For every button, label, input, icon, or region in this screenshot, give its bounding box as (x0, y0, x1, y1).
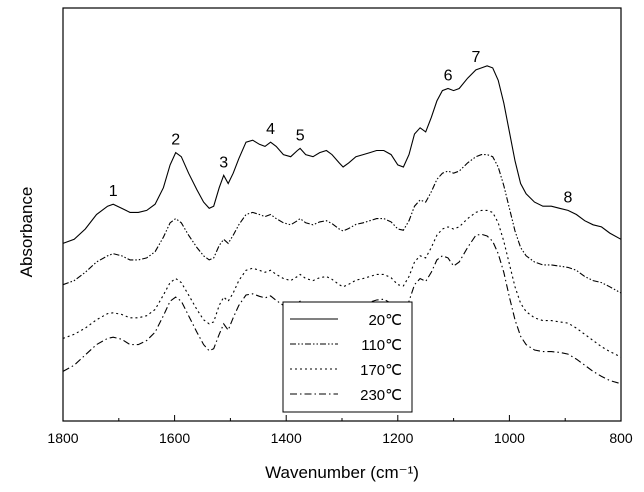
series-line-20 (62, 65, 622, 244)
x-tick-label: 1200 (382, 430, 413, 446)
x-tick-label: 800 (609, 430, 633, 446)
legend-label-230: 230℃ (360, 387, 402, 404)
series-layer (62, 65, 622, 385)
peak-label-1: 1 (109, 183, 118, 200)
peak-label-5: 5 (296, 127, 305, 144)
peak-label-7: 7 (471, 49, 480, 66)
series-line-110 (62, 154, 622, 294)
legend-items: 20℃ 110℃ 170℃ 230℃ (290, 312, 402, 404)
x-tick-label: 1600 (159, 430, 190, 446)
x-axis-ticks: 1800 1600 1400 1200 1000 800 (47, 415, 633, 446)
peak-label-2: 2 (171, 132, 180, 149)
legend-label-20: 20℃ (368, 312, 402, 329)
legend: 20℃ 110℃ 170℃ 230℃ (282, 301, 413, 413)
peak-label-3: 3 (219, 154, 228, 171)
x-axis-title: Wavenumber (cm⁻¹) (265, 463, 419, 482)
y-axis-title: Absorbance (17, 187, 36, 278)
x-tick-label: 1400 (271, 430, 302, 446)
series-line-230 (62, 233, 622, 385)
peak-label-4: 4 (266, 121, 275, 138)
x-tick-label: 1000 (494, 430, 525, 446)
legend-label-170: 170℃ (360, 362, 402, 379)
legend-label-110: 110℃ (361, 337, 402, 354)
peak-label-8: 8 (564, 189, 573, 206)
peak-label-6: 6 (444, 68, 453, 85)
peak-labels: 1 2 3 4 5 6 7 8 (109, 49, 573, 206)
x-tick-label: 1800 (47, 430, 78, 446)
